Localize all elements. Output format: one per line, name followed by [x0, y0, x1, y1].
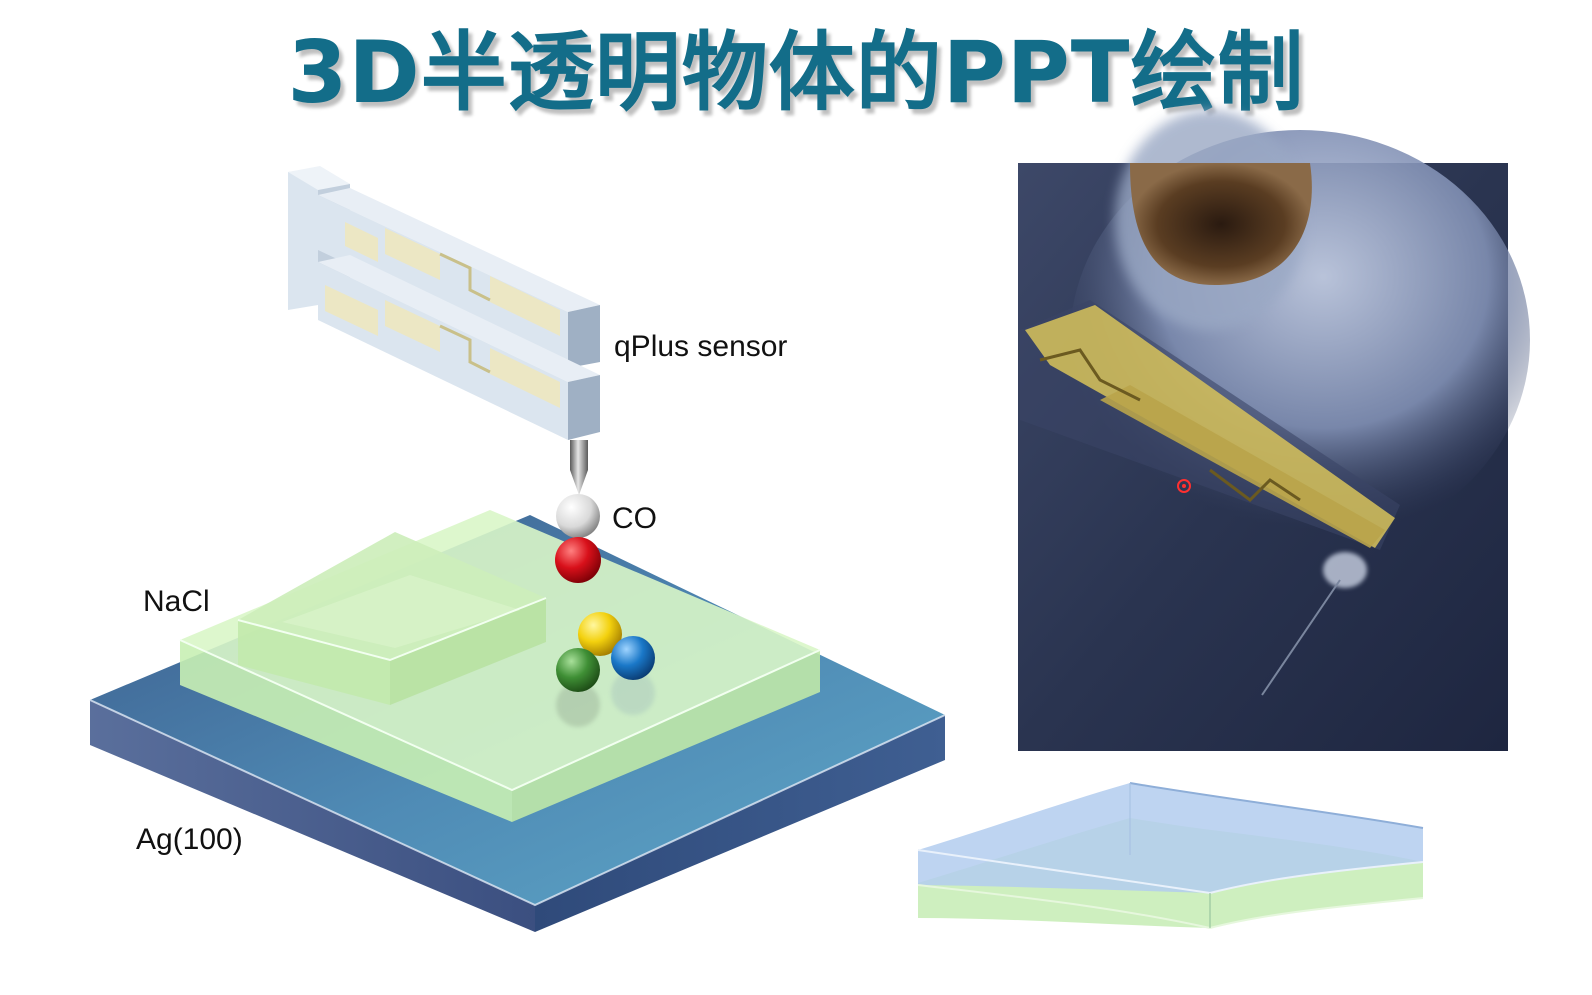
sensor-photo [1018, 110, 1530, 751]
oxygen-atom [555, 537, 601, 583]
green-atom [556, 648, 600, 692]
nacl-label: NaCl [143, 585, 210, 618]
carbon-atom [556, 494, 600, 538]
yellow-atom [578, 612, 622, 656]
blue-atom [611, 636, 655, 680]
co-molecule [555, 494, 601, 583]
ag-label: Ag(100) [136, 823, 243, 856]
slide-title: 3D半透明物体的PPT绘制 [287, 23, 1305, 123]
qplus-sensor-label: qPlus sensor [614, 330, 788, 363]
nacl-upper-step [237, 532, 547, 705]
transparent-slabs [917, 782, 1424, 930]
sphere-reflections [556, 671, 655, 727]
co-label: CO [612, 502, 657, 535]
adsorbed-molecule-spheres [556, 612, 655, 692]
qplus-sensor [288, 166, 600, 495]
